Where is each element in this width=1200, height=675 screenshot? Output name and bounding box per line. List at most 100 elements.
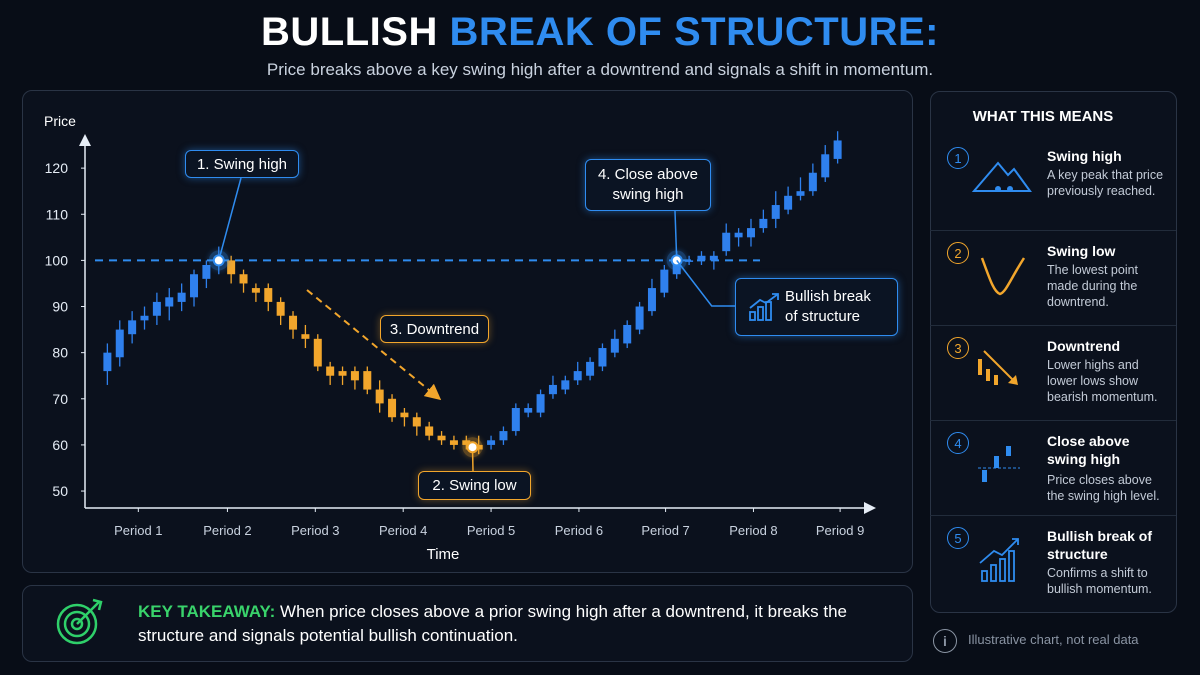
candle-body [771,205,780,219]
sidebar-item: 1 Swing high A key peak that price previ… [930,135,1176,231]
candle-body [437,435,446,441]
candle-body [487,440,496,445]
y-tick-label: 110 [46,206,69,222]
item-number: 5 [947,527,969,549]
candle-body [796,191,805,196]
item-text: Price closes above the swing high level. [1047,473,1160,503]
item-text: Lower highs and lower lows show bearish … [1047,358,1158,404]
candle-body [449,440,458,445]
annotation-box: Bullish break of structure [735,278,898,336]
sidebar-panel [930,91,1177,613]
candle-body [511,408,520,432]
candle-body [276,301,285,316]
item-title: Bullish break of structure [1047,528,1153,562]
candle-body [115,329,124,358]
x-tick-label: Period 9 [816,523,864,538]
x-tick-label: Period 3 [291,523,339,538]
candle-body [350,371,359,381]
candle-body [363,371,372,390]
candle-body [251,288,260,293]
candle-body [152,301,161,316]
y-axis-label: Price [44,113,76,129]
y-tick-label: 80 [52,345,68,361]
x-tick-label: Period 8 [729,523,777,538]
candle-body [289,315,298,330]
candle-body [623,324,632,344]
item-title: Close above swing high [1047,433,1130,467]
annotation: 1. Swing high [185,150,299,178]
sidebar-item: 5 Bullish break of structure Confirms a … [930,515,1176,610]
candle-body [499,431,508,441]
item-text: The lowest point made during the downtre… [1047,263,1139,309]
candle-body [375,389,384,404]
target-icon [56,598,103,645]
y-tick-label: 100 [45,252,69,268]
candle-body [338,371,347,376]
annotation-marker [212,254,225,267]
icon [978,446,1020,482]
candle-body [821,154,830,178]
sidebar-item: 2 Swing low The lowest point made during… [930,230,1176,326]
candle-body [128,320,137,335]
takeaway-text: When price closes above a prior swing hi… [138,602,847,645]
takeaway-panel [22,585,913,662]
annotation: 4. Close above swing high [585,159,711,211]
downtrend-arrow [306,289,442,401]
candle-body [586,361,595,376]
candle-body [264,288,273,302]
sidebar-item: 3 Downtrend Lower highs and lower lows s… [930,325,1176,421]
candle-body [561,380,570,390]
candle-body [313,338,322,367]
x-tick-label: Period 4 [379,523,427,538]
subtitle: Price breaks above a key swing high afte… [266,60,934,79]
annotation: 3. Downtrend [380,315,489,343]
x-tick-label: Period 7 [641,523,689,538]
candle-body [685,260,694,262]
candle-body [301,334,310,339]
icon [980,257,1026,296]
item-title: Swing low [1047,243,1116,259]
y-tick-label: 120 [45,160,69,176]
sidebar-item: 4 Close above swing high Price closes ab… [930,420,1176,516]
icon [749,293,779,321]
candle-body [227,260,236,275]
candle-body [709,255,718,261]
candle-body [165,297,174,307]
item-number: 4 [947,432,969,454]
annotation: 2. Swing low [418,471,531,500]
icon [978,350,1018,385]
x-tick-label: Period 6 [555,523,603,538]
candle-body [660,269,669,293]
y-tick-label: 90 [52,299,68,315]
annotation-text: Bullish break of structure [785,288,871,325]
candle-body [722,232,731,252]
candle-body [190,274,199,298]
item-number: 2 [947,242,969,264]
candle-body [524,408,533,413]
annotation-marker [466,441,479,454]
title-part: BREAK OF STRUCTURE: [449,10,939,54]
item-text: A key peak that price previously reached… [1047,168,1164,198]
y-tick-label: 60 [52,437,68,453]
title-part: BULLISH [261,10,438,54]
candle-body [598,348,607,367]
takeaway: KEY TAKEAWAY: When price closes above a … [138,600,898,648]
leader-line [676,259,735,307]
item-text: Confirms a shift to bullish momentum. [1047,566,1152,596]
candle-body [573,371,582,381]
candle-body [746,228,755,238]
candle-body [833,140,842,159]
title: BULLISH BREAK OF STRUCTURE: [0,10,1200,55]
y-tick-label: 50 [52,483,68,499]
icon [971,161,1032,192]
x-tick-label: Period 2 [203,523,251,538]
candle-body [784,195,793,210]
candle-body [412,417,421,427]
candle-body [326,366,335,376]
item-title: Swing high [1047,148,1122,164]
candle-body [697,255,706,261]
candle-body [610,338,619,353]
y-tick-label: 70 [52,391,68,407]
